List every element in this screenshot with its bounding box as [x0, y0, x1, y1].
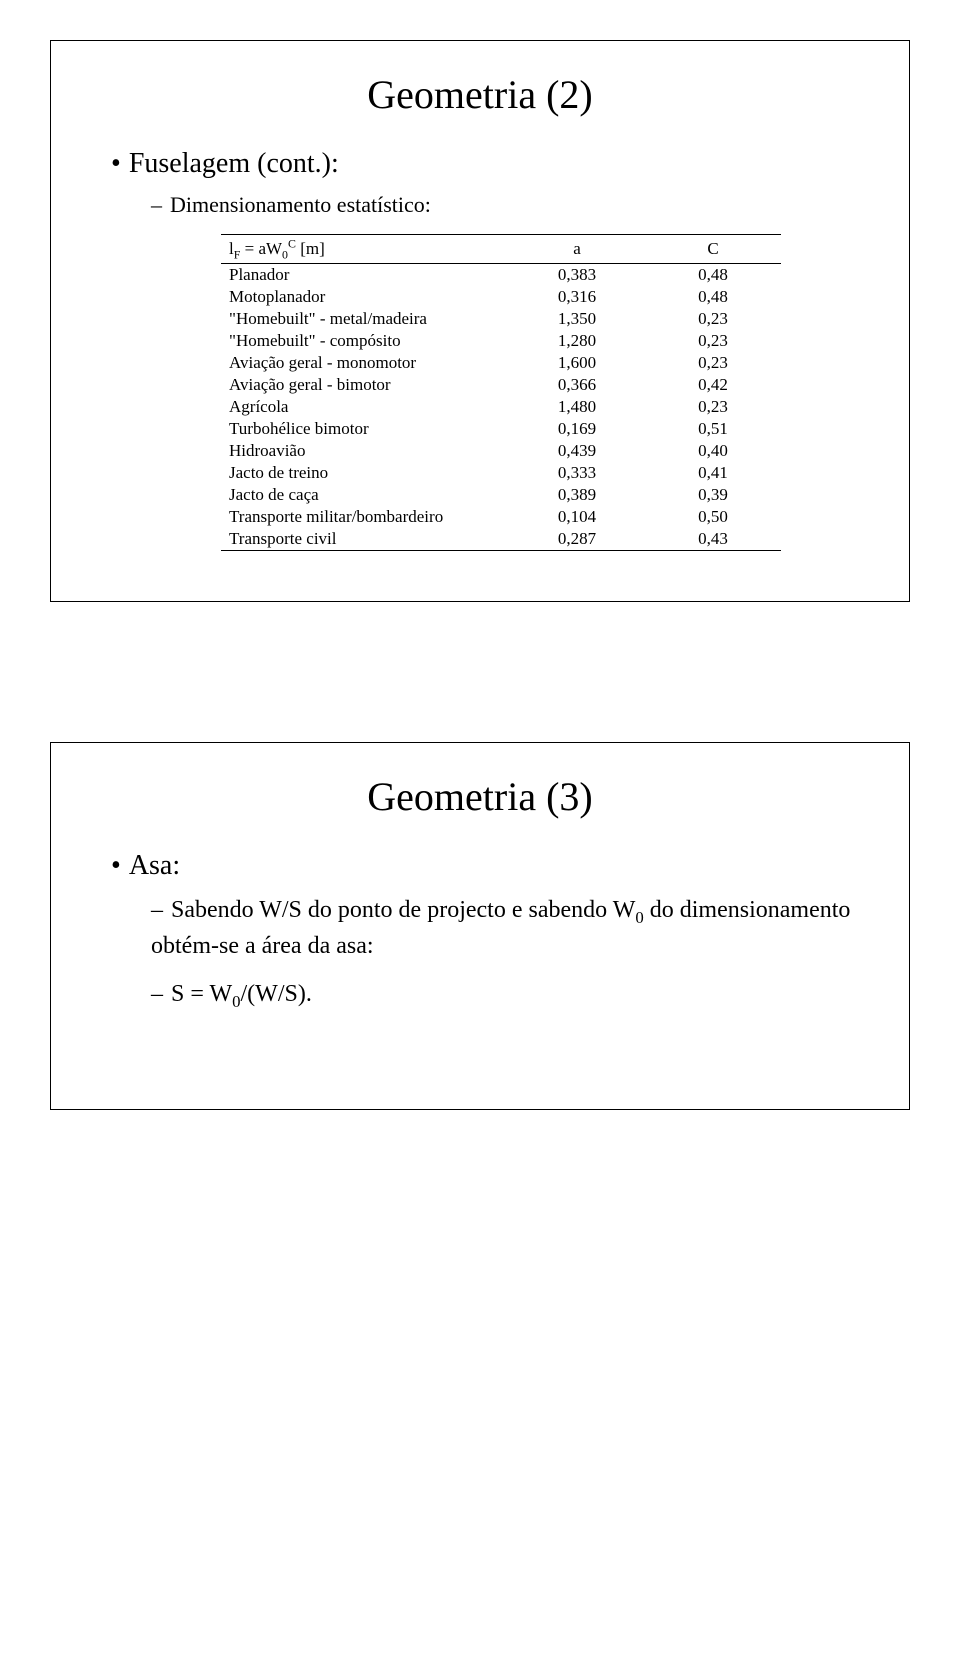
- formula-text: lF = aW0C [m]: [229, 239, 325, 258]
- bullet-fuselagem: • Fuselagem (cont.):: [111, 148, 869, 180]
- table-row: Jacto de treino0,3330,41: [221, 462, 781, 484]
- cell-name: Planador: [221, 264, 509, 287]
- bullet-area-formula: –S = W0/(W/S).: [151, 978, 869, 1013]
- table-row: Aviação geral - monomotor1,6000,23: [221, 352, 781, 374]
- cell-name: Aviação geral - bimotor: [221, 374, 509, 396]
- table-row: "Homebuilt" - metal/madeira1,3500,23: [221, 308, 781, 330]
- cell-a: 1,480: [509, 396, 645, 418]
- cell-name: Agrícola: [221, 396, 509, 418]
- cell-name: Jacto de caça: [221, 484, 509, 506]
- cell-a: 1,350: [509, 308, 645, 330]
- cell-c: 0,42: [645, 374, 781, 396]
- cell-a: 0,389: [509, 484, 645, 506]
- cell-c: 0,23: [645, 308, 781, 330]
- cell-c: 0,39: [645, 484, 781, 506]
- cell-c: 0,40: [645, 440, 781, 462]
- table-row: Transporte civil0,2870,43: [221, 528, 781, 551]
- bullet-marker: –: [151, 192, 162, 217]
- cell-name: Aviação geral - monomotor: [221, 352, 509, 374]
- bullet-marker: –: [151, 981, 163, 1007]
- cell-a: 0,366: [509, 374, 645, 396]
- cell-a: 0,333: [509, 462, 645, 484]
- cell-a: 0,169: [509, 418, 645, 440]
- bullet-text: Dimensionamento estatístico:: [170, 192, 431, 217]
- bullet-marker: –: [151, 897, 163, 923]
- slide-title: Geometria (3): [91, 773, 869, 820]
- cell-name: "Homebuilt" - metal/madeira: [221, 308, 509, 330]
- cell-a: 1,600: [509, 352, 645, 374]
- bullet-asa: • Asa:: [111, 850, 869, 882]
- table-row: Aviação geral - bimotor0,3660,42: [221, 374, 781, 396]
- cell-a: 0,104: [509, 506, 645, 528]
- table-row: Transporte militar/bombardeiro0,1040,50: [221, 506, 781, 528]
- cell-c: 0,23: [645, 352, 781, 374]
- cell-name: "Homebuilt" - compósito: [221, 330, 509, 352]
- col-a: a: [509, 235, 645, 264]
- bullet-marker: •: [111, 850, 121, 881]
- cell-c: 0,43: [645, 528, 781, 551]
- col-c: C: [645, 235, 781, 264]
- cell-name: Transporte civil: [221, 528, 509, 551]
- cell-c: 0,41: [645, 462, 781, 484]
- cell-c: 0,23: [645, 396, 781, 418]
- cell-name: Hidroavião: [221, 440, 509, 462]
- bullet-text: Sabendo W/S do ponto de projecto e saben…: [151, 897, 850, 958]
- cell-name: Turbohélice bimotor: [221, 418, 509, 440]
- bullet-ws-derivation: –Sabendo W/S do ponto de projecto e sabe…: [151, 894, 869, 962]
- cell-name: Jacto de treino: [221, 462, 509, 484]
- cell-c: 0,48: [645, 286, 781, 308]
- cell-name: Motoplanador: [221, 286, 509, 308]
- slide-geometria-3: Geometria (3) •Asa: –Sabendo W/S do pont…: [50, 742, 910, 1110]
- cell-a: 0,383: [509, 264, 645, 287]
- table-header-row: lF = aW0C [m] a C: [221, 235, 781, 264]
- table-row: Turbohélice bimotor0,1690,51: [221, 418, 781, 440]
- cell-a: 0,287: [509, 528, 645, 551]
- slide-title: Geometria (2): [91, 71, 869, 118]
- dimension-table: lF = aW0C [m] a C Planador0,3830,48Motop…: [221, 234, 781, 551]
- table-row: Planador0,3830,48: [221, 264, 781, 287]
- cell-c: 0,48: [645, 264, 781, 287]
- table-row: "Homebuilt" - compósito1,2800,23: [221, 330, 781, 352]
- table-row: Agrícola1,4800,23: [221, 396, 781, 418]
- bullet-dimensionamento: –Dimensionamento estatístico:: [151, 192, 869, 218]
- table-row: Motoplanador0,3160,48: [221, 286, 781, 308]
- cell-a: 0,439: [509, 440, 645, 462]
- table-row: Jacto de caça0,3890,39: [221, 484, 781, 506]
- bullet-marker: •: [111, 148, 121, 179]
- slide-geometria-2: Geometria (2) • Fuselagem (cont.): –Dimen…: [50, 40, 910, 602]
- bullet-text: Asa:: [129, 850, 180, 881]
- col-formula: lF = aW0C [m]: [221, 235, 509, 264]
- cell-c: 0,50: [645, 506, 781, 528]
- cell-a: 1,280: [509, 330, 645, 352]
- cell-name: Transporte militar/bombardeiro: [221, 506, 509, 528]
- cell-c: 0,23: [645, 330, 781, 352]
- bullet-text: Fuselagem (cont.):: [129, 148, 339, 179]
- bullet-text: S = W0/(W/S).: [171, 981, 312, 1007]
- cell-a: 0,316: [509, 286, 645, 308]
- cell-c: 0,51: [645, 418, 781, 440]
- table-row: Hidroavião0,4390,40: [221, 440, 781, 462]
